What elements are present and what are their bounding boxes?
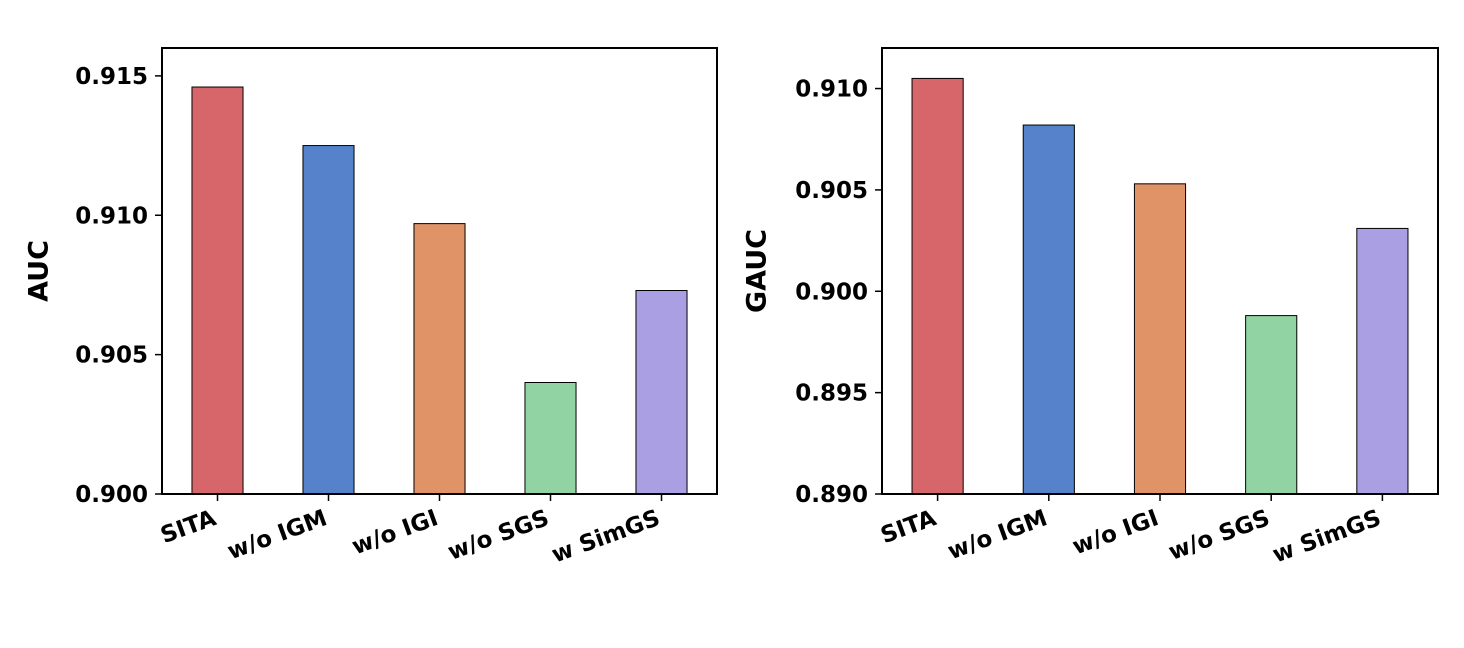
gauc-ytick-label-0: 0.890 <box>795 482 868 508</box>
auc-bar-1 <box>302 145 355 495</box>
auc-ytick-label-3: 0.915 <box>75 64 148 90</box>
gauc-ytick-label-2: 0.900 <box>795 279 868 305</box>
auc-bar-4 <box>635 290 688 495</box>
gauc-category-label-0: SITA <box>877 505 939 549</box>
auc-bar-0 <box>191 86 244 495</box>
gauc-y-axis-label: GAUC <box>742 229 773 313</box>
gauc-bar-1 <box>1022 124 1075 495</box>
auc-bar-2 <box>413 223 466 495</box>
auc-axes-frame <box>161 47 718 495</box>
gauc-bar-2 <box>1133 183 1187 495</box>
auc-y-axis-label: AUC <box>24 240 55 302</box>
auc-category-label-4: w SimGS <box>548 505 663 568</box>
gauc-ytick-label-1: 0.895 <box>795 381 868 407</box>
gauc-bar-0 <box>911 77 964 495</box>
gauc-axes-frame <box>881 47 1439 495</box>
auc-panel: 0.900 0.905 0.910 0.915 SITA w/o IGM w/o IGI w/… <box>24 47 718 568</box>
gauc-bar-4 <box>1356 227 1409 495</box>
gauc-category-label-1: w/o IGM <box>944 505 1050 565</box>
auc-ytick-label-1: 0.905 <box>75 343 148 369</box>
gauc-ytick-label-3: 0.905 <box>795 178 868 204</box>
auc-ytick-label-0: 0.900 <box>75 482 148 508</box>
auc-category-label-3: w/o SGS <box>445 505 553 566</box>
auc-bar-3 <box>524 382 577 495</box>
gauc-category-label-3: w/o SGS <box>1165 505 1273 566</box>
gauc-panel: 0.890 0.895 0.900 0.905 0.910 SITA w/o IGM w/o … <box>742 47 1439 568</box>
gauc-bar-3 <box>1245 315 1298 495</box>
auc-ytick-label-2: 0.910 <box>75 203 148 229</box>
gauc-ytick-label-4: 0.910 <box>795 77 868 103</box>
auc-category-label-2: w/o IGI <box>349 505 442 560</box>
gauc-category-label-4: w SimGS <box>1269 505 1384 568</box>
auc-category-label-1: w/o IGM <box>224 505 330 565</box>
gauc-category-label-2: w/o IGI <box>1069 505 1162 560</box>
auc-category-label-0: SITA <box>157 505 219 549</box>
